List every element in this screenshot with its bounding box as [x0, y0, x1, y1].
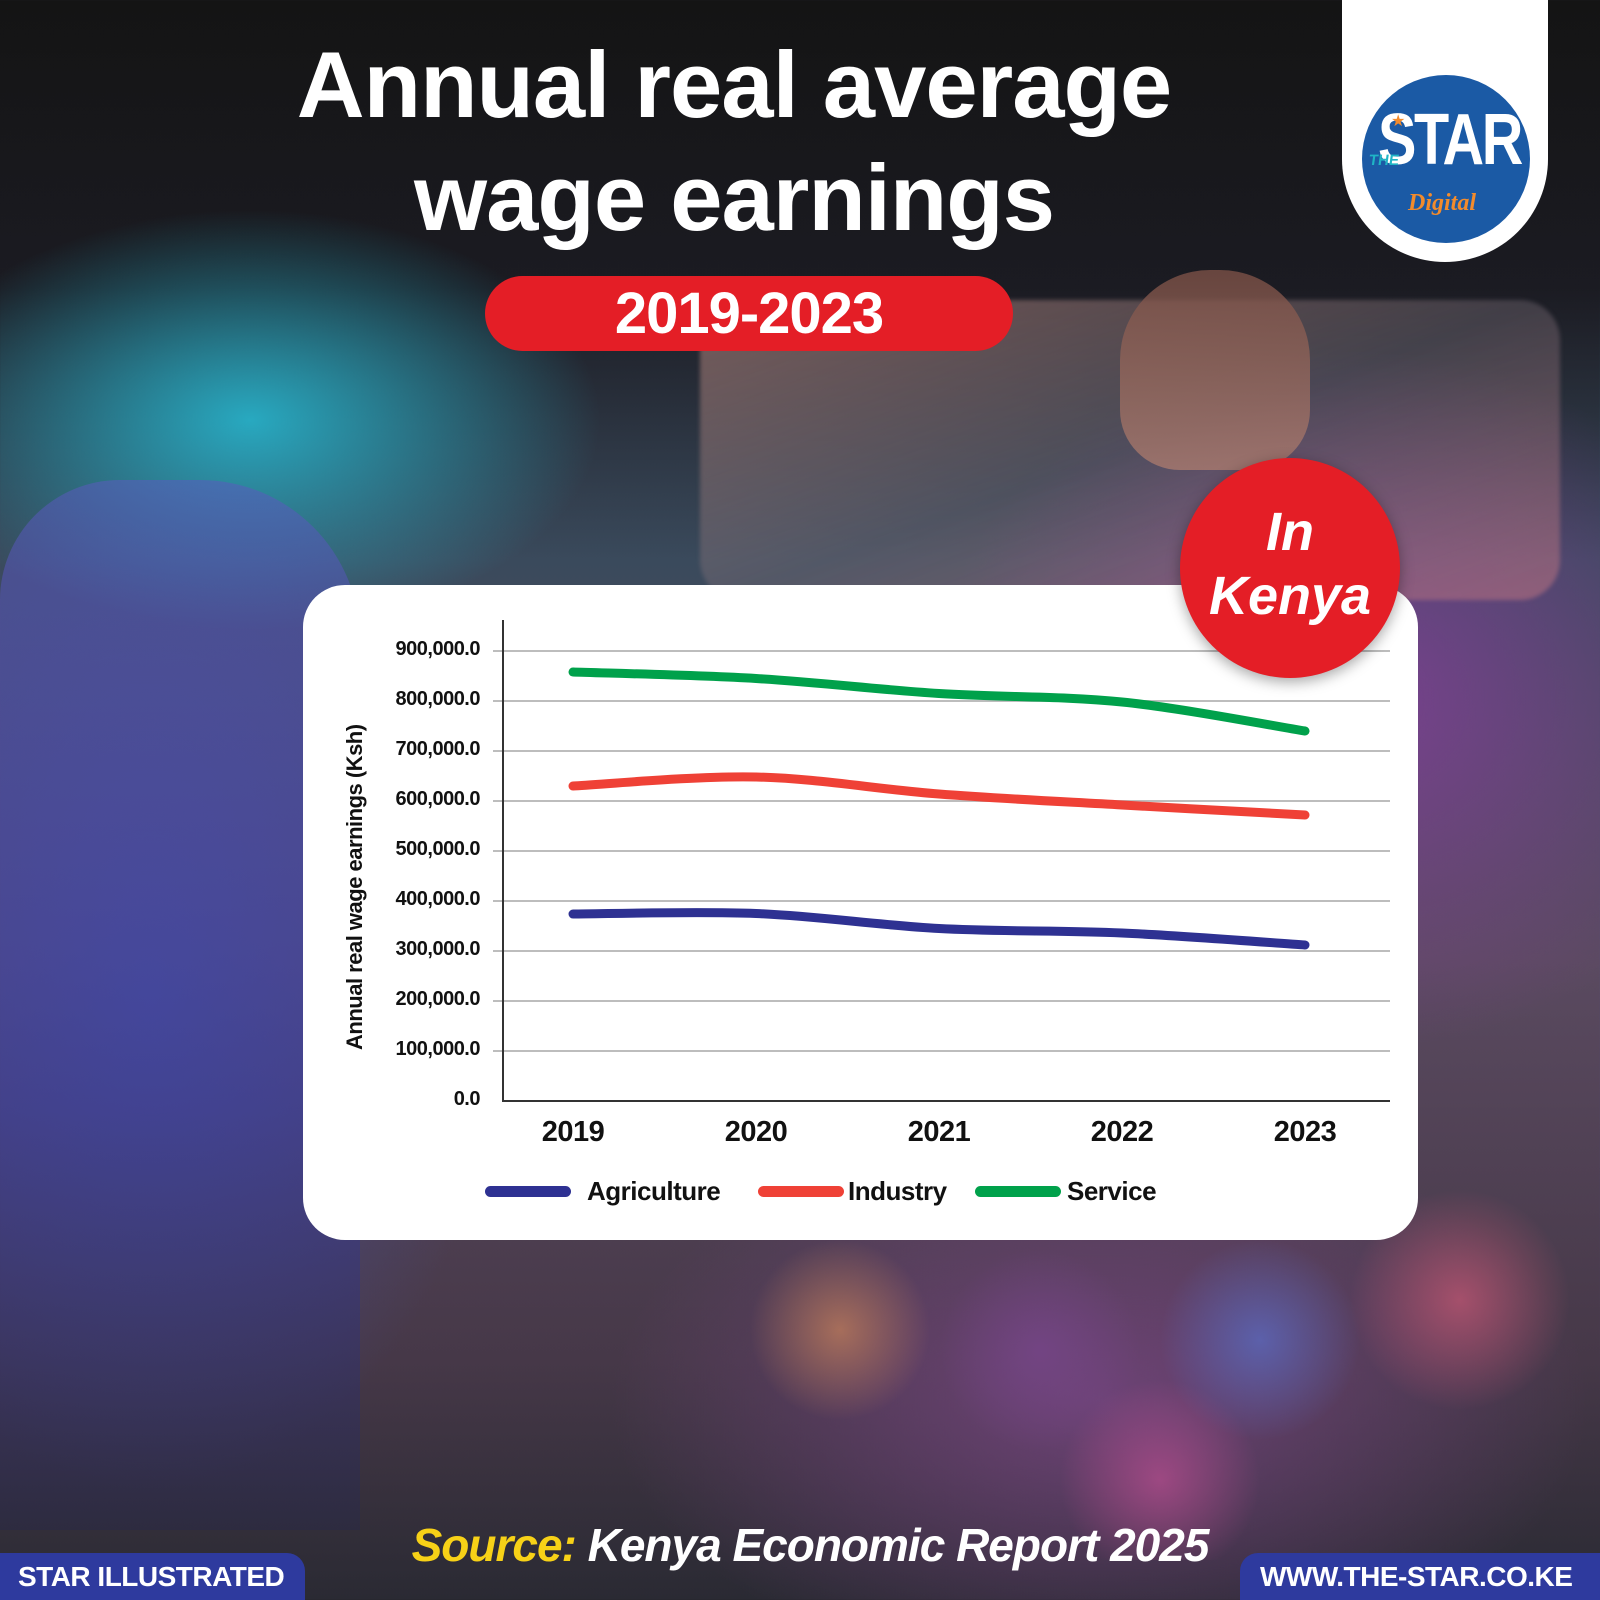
- background-photo-hand: [1120, 270, 1310, 470]
- x-tick-label: 2023: [1273, 1116, 1337, 1148]
- badge-line2: Kenya: [1208, 566, 1372, 626]
- y-tick-label: 700,000.0: [395, 738, 481, 760]
- y-tick-label: 200,000.0: [395, 988, 481, 1010]
- footer-star-illustrated: STAR ILLUSTRATED: [0, 1553, 305, 1600]
- background-photo-worker: [0, 480, 360, 1530]
- footer-website-link[interactable]: WWW.THE-STAR.CO.KE: [1240, 1553, 1600, 1600]
- logo-star-text: STAR: [1378, 100, 1523, 180]
- series-line-service: [568, 667, 1310, 736]
- y-tick-label: 100,000.0: [395, 1038, 481, 1060]
- page-title-line2: wage earnings: [414, 145, 1055, 250]
- period-badge: 2019-2023: [485, 276, 1013, 351]
- legend-label: Agriculture: [587, 1176, 721, 1206]
- legend-swatch-service: [975, 1186, 1061, 1197]
- background-photo-baskets: [740, 1180, 1600, 1560]
- series-line-industry: [568, 772, 1310, 820]
- source-note: Source: Kenya Economic Report 2025: [0, 1518, 1600, 1572]
- y-axis-label: Annual real wage earnings (Ksh): [342, 724, 367, 1050]
- series-line-agriculture: [568, 908, 1310, 950]
- legend-label: Service: [1067, 1176, 1157, 1206]
- star-icon: ★: [1391, 113, 1406, 130]
- page-title-line1: Annual real average: [296, 32, 1172, 137]
- y-tick-label: 800,000.0: [395, 688, 481, 710]
- source-value: Kenya Economic Report 2025: [575, 1519, 1210, 1571]
- series-lines: [568, 667, 1310, 950]
- y-tick-label: 500,000.0: [395, 838, 481, 860]
- x-tick-label: 2020: [724, 1116, 788, 1148]
- badge-line1: In: [1266, 502, 1314, 562]
- y-tick-label: 300,000.0: [395, 938, 481, 960]
- the-star-logo: [1362, 75, 1530, 243]
- logo-digital-text: Digital: [1408, 190, 1477, 216]
- y-tick-label: 400,000.0: [395, 888, 481, 910]
- legend-item-industry: Industry: [758, 1176, 947, 1207]
- chart-card: [303, 585, 1418, 1240]
- legend-swatch-industry: [758, 1186, 844, 1197]
- legend-item-service: Service: [975, 1176, 1157, 1207]
- in-kenya-badge: In Kenya: [1180, 458, 1400, 678]
- legend-swatch-agriculture: [485, 1186, 571, 1197]
- source-key: Source:: [411, 1519, 577, 1571]
- x-tick-label: 2021: [907, 1116, 971, 1148]
- y-tick-label: 0.0: [453, 1088, 481, 1110]
- legend-label: Industry: [848, 1176, 947, 1206]
- y-tick-label: 900,000.0: [395, 638, 481, 660]
- x-tick-label: 2019: [541, 1116, 605, 1148]
- y-tick-label: 600,000.0: [395, 788, 481, 810]
- gridlines: [493, 650, 1390, 1052]
- x-tick-label: 2022: [1090, 1116, 1154, 1148]
- legend-item-agriculture: Agriculture: [485, 1176, 721, 1207]
